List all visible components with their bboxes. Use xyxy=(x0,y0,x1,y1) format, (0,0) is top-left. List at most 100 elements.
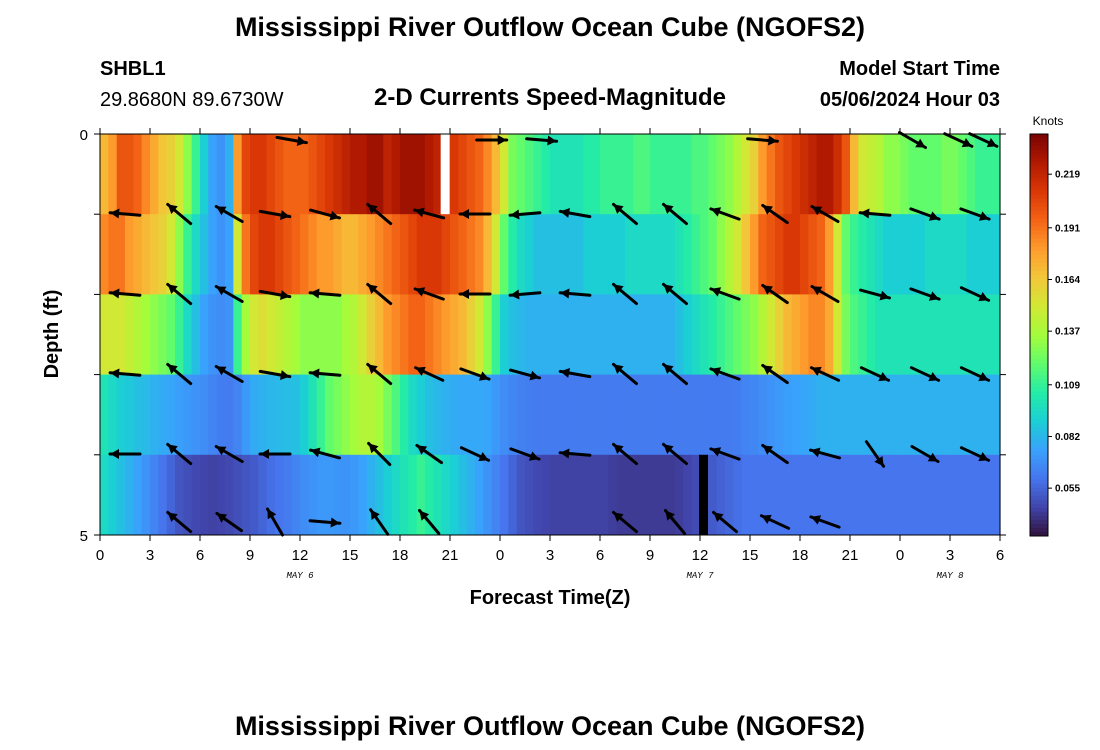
heatmap-cell xyxy=(125,214,134,295)
heatmap-cell xyxy=(725,134,734,215)
heatmap-cell xyxy=(208,134,218,215)
colorbar-swatch xyxy=(1030,495,1048,501)
current-vector-head xyxy=(370,509,380,520)
heatmap-cell xyxy=(166,214,176,295)
heatmap-cell xyxy=(200,454,209,536)
heatmap-cell xyxy=(350,374,359,456)
heatmap-cell xyxy=(508,294,518,375)
heatmap-cell xyxy=(633,454,643,536)
heatmap-cell xyxy=(575,454,584,536)
heatmap-cell xyxy=(150,134,159,215)
heatmap-cell xyxy=(800,454,809,536)
heatmap-cell xyxy=(308,454,318,536)
heatmap-cell xyxy=(133,374,143,456)
day-label: MAY 7 xyxy=(686,571,714,581)
colorbar-swatch xyxy=(1030,322,1048,328)
heatmap-cell xyxy=(341,454,351,536)
colorbar-swatch xyxy=(1030,343,1048,348)
colorbar-swatch xyxy=(1030,447,1048,453)
heatmap-cell xyxy=(575,294,584,375)
heatmap-cell xyxy=(991,214,1001,295)
heatmap-cell xyxy=(475,214,484,295)
heatmap-cell xyxy=(625,454,634,536)
colorbar-swatch xyxy=(1030,194,1048,199)
heatmap-cell xyxy=(250,374,259,456)
heatmap-cell xyxy=(308,134,318,215)
heatmap-cell xyxy=(600,374,609,456)
current-vector-head xyxy=(986,138,997,148)
heatmap-cell xyxy=(450,134,459,215)
heatmap-cell xyxy=(233,374,243,456)
current-vector-head xyxy=(560,448,570,459)
heatmap-cell xyxy=(158,454,168,536)
heatmap-cell xyxy=(933,214,943,295)
colorbar-swatch xyxy=(1030,150,1048,155)
heatmap-cell xyxy=(891,214,901,295)
heatmap-cell xyxy=(800,214,809,295)
heatmap-cell xyxy=(650,294,659,375)
heatmap-cell xyxy=(475,134,484,215)
heatmap-cell xyxy=(366,134,376,215)
heatmap-cell xyxy=(741,374,751,456)
colorbar-swatch xyxy=(1030,383,1048,388)
heatmap-cell xyxy=(141,214,151,295)
heatmap-cell xyxy=(550,134,559,215)
heatmap-cell xyxy=(975,294,984,375)
current-vector-head xyxy=(874,456,884,467)
heatmap-cell xyxy=(183,134,193,215)
heatmap-cell xyxy=(733,454,743,536)
heatmap-cell xyxy=(500,134,509,215)
current-vector-head xyxy=(367,204,378,214)
heatmap-cell xyxy=(758,134,768,215)
heatmap-cell xyxy=(733,374,743,456)
colorbar-tick-label: 0.191 xyxy=(1055,223,1080,234)
heatmap-cell xyxy=(650,454,659,536)
heatmap-cell xyxy=(966,294,976,375)
heatmap-cell xyxy=(833,134,843,215)
colorbar-swatch xyxy=(1030,431,1048,436)
x-tick-label: 12 xyxy=(692,547,709,564)
colorbar-swatch xyxy=(1030,531,1048,537)
heatmap-cell xyxy=(441,214,451,295)
heatmap-cell xyxy=(416,214,426,295)
heatmap-cell xyxy=(841,294,851,375)
heatmap-cell xyxy=(583,134,593,215)
heatmap-cell xyxy=(866,214,876,295)
heatmap-cell xyxy=(433,374,443,456)
heatmap-cell xyxy=(650,374,659,456)
heatmap-cell xyxy=(800,134,809,215)
heatmap-cell xyxy=(516,374,526,456)
current-vector-head xyxy=(762,285,773,295)
heatmap-cell xyxy=(341,134,351,215)
colorbar-swatch xyxy=(1030,226,1048,231)
current-vector-head xyxy=(368,443,379,454)
heatmap-cell xyxy=(400,134,409,215)
heatmap-cell xyxy=(425,374,434,456)
heatmap-cell xyxy=(958,134,968,215)
heatmap-cell xyxy=(900,454,909,536)
heatmap-cell xyxy=(933,134,943,215)
heatmap-cell xyxy=(608,454,618,536)
colorbar-swatch xyxy=(1030,302,1048,308)
heatmap-cell xyxy=(116,454,126,536)
heatmap-cell xyxy=(283,134,293,215)
heatmap-cell xyxy=(516,134,526,215)
colorbar-swatch xyxy=(1030,294,1048,300)
heatmap-cell xyxy=(283,294,293,375)
heatmap-cell xyxy=(708,374,718,456)
heatmap-cell xyxy=(300,374,309,456)
current-vector-head xyxy=(216,446,227,456)
heatmap-cell xyxy=(291,454,301,536)
heatmap-cell xyxy=(825,454,834,536)
colorbar-swatch xyxy=(1030,202,1048,207)
heatmap-cell xyxy=(991,374,1001,456)
heatmap-cell xyxy=(233,214,243,295)
heatmap-cell xyxy=(850,214,859,295)
heatmap-cell xyxy=(175,374,184,456)
heatmap-cell xyxy=(541,214,551,295)
heatmap-cell xyxy=(525,134,534,215)
current-vector-head xyxy=(663,204,674,214)
heatmap-cell xyxy=(383,134,393,215)
heatmap-cell xyxy=(116,134,126,215)
heatmap-cell xyxy=(800,294,809,375)
